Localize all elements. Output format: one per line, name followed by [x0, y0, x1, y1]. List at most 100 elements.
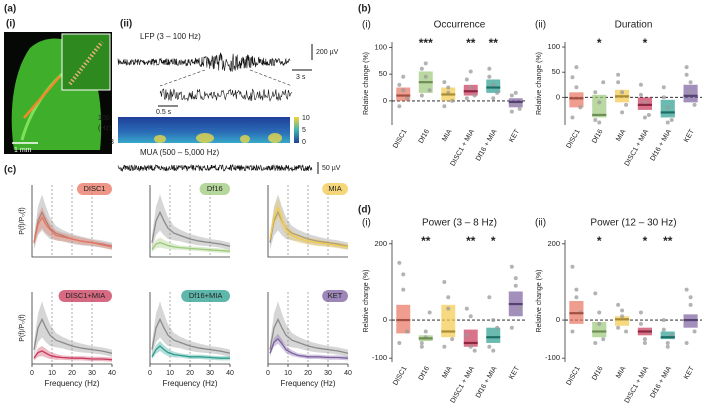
data-point — [684, 340, 689, 345]
data-point — [509, 93, 514, 98]
error-band — [152, 301, 230, 357]
error-band — [34, 301, 112, 357]
data-point — [570, 115, 575, 120]
x-tick-label: DISC1 + MIA — [624, 128, 651, 167]
trace-label: LFP (3 – 100 Hz) — [140, 32, 201, 41]
data-point — [642, 100, 647, 105]
y-tick-label: -100 — [372, 353, 387, 362]
y-axis-label: Relative change (%) — [536, 52, 543, 115]
x-tick-label: DISC1 + MIA — [449, 128, 476, 167]
data-point — [578, 105, 583, 110]
y-tick-label: -100 — [545, 353, 560, 362]
data-point — [574, 85, 579, 90]
panel-label: (ii) — [535, 218, 546, 229]
data-point — [517, 306, 522, 311]
data-point — [570, 329, 575, 334]
x-tick-label: 30 — [324, 370, 332, 377]
x-axis-label: Frequency (Hz) — [162, 379, 217, 388]
axis — [267, 185, 348, 258]
data-point — [597, 310, 602, 315]
data-point — [468, 69, 473, 74]
data-point — [669, 117, 674, 122]
legend-pill — [181, 290, 230, 302]
y-tick-label: 200 — [374, 239, 387, 248]
x-tick-label: 0 — [266, 370, 270, 377]
data-point — [419, 66, 424, 71]
data-point — [423, 74, 428, 79]
data-point — [464, 96, 469, 101]
box — [486, 327, 501, 343]
data-point — [419, 93, 424, 98]
data-point — [491, 96, 496, 101]
data-point — [661, 85, 666, 90]
data-point — [450, 98, 455, 103]
x-tick-label: 40 — [108, 370, 116, 377]
x-tick-label: Df16 + MIA — [475, 128, 499, 162]
significance: ** — [466, 234, 476, 248]
data-point — [513, 90, 518, 95]
data-point — [642, 340, 647, 345]
zoom-line — [249, 69, 293, 87]
data-point — [427, 88, 432, 93]
data-point — [620, 110, 625, 115]
box — [660, 331, 675, 340]
data-point — [442, 80, 447, 85]
freq-label: 100 — [98, 115, 110, 122]
data-point — [419, 344, 424, 349]
data-point — [487, 344, 492, 349]
data-point — [487, 66, 492, 71]
electrode-track — [23, 75, 61, 119]
data-point — [616, 302, 621, 307]
data-point — [495, 90, 500, 95]
spectrum-line — [151, 241, 231, 252]
x-tick-label: KET — [683, 128, 696, 144]
data-point — [688, 295, 693, 300]
data-point — [446, 295, 451, 300]
data-point — [423, 61, 428, 66]
x-tick-label: 0 — [148, 370, 152, 377]
panel-label: (d) — [358, 205, 371, 216]
x-tick-label: Df16 + MIA — [475, 365, 499, 399]
panel-label: (a) — [4, 4, 16, 15]
chart-title: Power (12 – 30 Hz) — [590, 218, 676, 229]
data-point — [620, 308, 625, 313]
significance: * — [597, 234, 602, 248]
data-point — [624, 329, 629, 334]
x-tick-label: MIA — [615, 128, 627, 143]
legend-pill — [322, 290, 348, 302]
spectrum-line — [269, 317, 349, 354]
legend-pill — [199, 183, 230, 195]
box — [592, 94, 607, 118]
data-point — [397, 82, 402, 87]
error-band — [34, 346, 112, 362]
spectrum-line — [269, 210, 349, 247]
data-point — [665, 120, 670, 125]
scale-label: 50 µV — [322, 165, 341, 172]
error-band — [270, 301, 348, 357]
y-axis-label: P(f)/P₀(f) — [19, 314, 26, 341]
trace-label: MUA (500 – 5,000 Hz) — [140, 148, 219, 157]
data-point — [646, 112, 651, 117]
inset-image — [61, 33, 111, 91]
x-tick-label: 20 — [68, 370, 76, 377]
data-point — [616, 325, 621, 330]
data-point — [401, 272, 406, 277]
y-tick-label: 0 — [383, 96, 387, 105]
x-tick-label: 30 — [206, 370, 214, 377]
data-point — [464, 77, 469, 82]
data-point — [692, 329, 697, 334]
x-tick-label: Df16 — [591, 128, 605, 144]
data-point — [487, 74, 492, 79]
significance: ** — [489, 36, 499, 50]
x-tick-label: 0 — [30, 370, 34, 377]
box — [615, 316, 630, 326]
data-point — [397, 340, 402, 345]
legend-label: DISC1 — [83, 184, 105, 193]
data-point — [692, 102, 697, 107]
y-tick-label: 0 — [556, 92, 560, 101]
axis — [149, 185, 230, 258]
spectrum-line — [269, 206, 349, 248]
data-point — [468, 85, 473, 90]
data-point — [684, 65, 689, 70]
y-tick-label: 100 — [547, 42, 560, 51]
